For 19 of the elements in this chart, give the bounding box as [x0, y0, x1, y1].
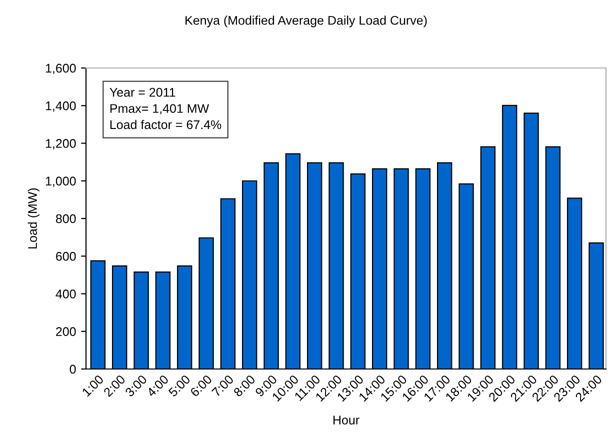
y-tick-label: 0	[70, 364, 76, 374]
x-tick-label: 3:00	[124, 374, 148, 398]
x-tick-label: 7:00	[211, 374, 234, 398]
y-tick-label: 1,000	[46, 176, 76, 188]
x-tick-label: 4:00	[146, 374, 170, 398]
y-tick-label: 400	[56, 290, 76, 298]
x-tick-label: 6:00	[190, 374, 212, 398]
y-tick-label: 1,200	[46, 139, 76, 150]
x-tick-label: 5:00	[168, 374, 191, 398]
chart-title: Kenya (Modified Average Daily Load Curve)	[186, 16, 427, 28]
x-axis-title: Hour	[333, 416, 360, 425]
y-axis-title: Load (MW)	[28, 188, 40, 248]
annotation: Year = 2011 Pmax= 1,401 MW Load factor = 67.4%	[110, 88, 222, 130]
y-tick-label: 200	[56, 327, 76, 336]
y-tick-label: 600	[56, 252, 76, 261]
x-tick-label: 8:00	[233, 374, 256, 398]
y-tick-label: 1,600	[46, 64, 76, 74]
y-tick-label: 800	[56, 214, 76, 224]
y-tick-label: 1,400	[46, 101, 76, 112]
